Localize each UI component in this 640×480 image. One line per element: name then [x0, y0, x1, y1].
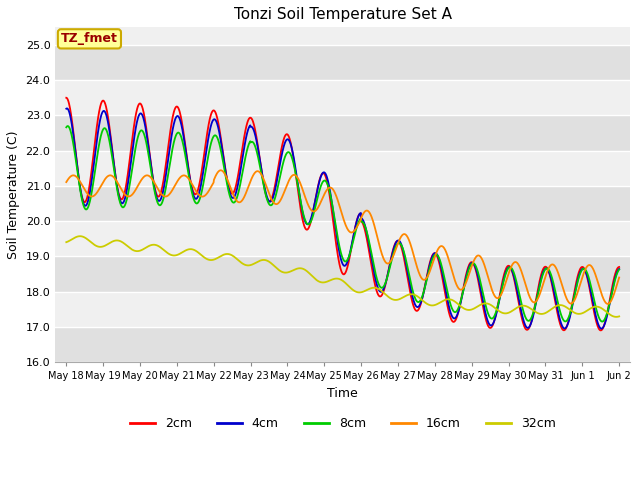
Title: Tonzi Soil Temperature Set A: Tonzi Soil Temperature Set A — [234, 7, 452, 22]
Bar — [55, 256, 630, 292]
Bar — [55, 221, 630, 256]
Bar — [55, 45, 630, 80]
Bar — [55, 292, 630, 327]
Bar — [55, 186, 630, 221]
X-axis label: Time: Time — [327, 387, 358, 400]
Y-axis label: Soil Temperature (C): Soil Temperature (C) — [7, 131, 20, 259]
Bar — [55, 327, 630, 362]
Text: TZ_fmet: TZ_fmet — [61, 32, 118, 45]
Legend: 2cm, 4cm, 8cm, 16cm, 32cm: 2cm, 4cm, 8cm, 16cm, 32cm — [125, 412, 561, 435]
Bar — [55, 151, 630, 186]
Bar — [55, 115, 630, 151]
Bar — [55, 80, 630, 115]
